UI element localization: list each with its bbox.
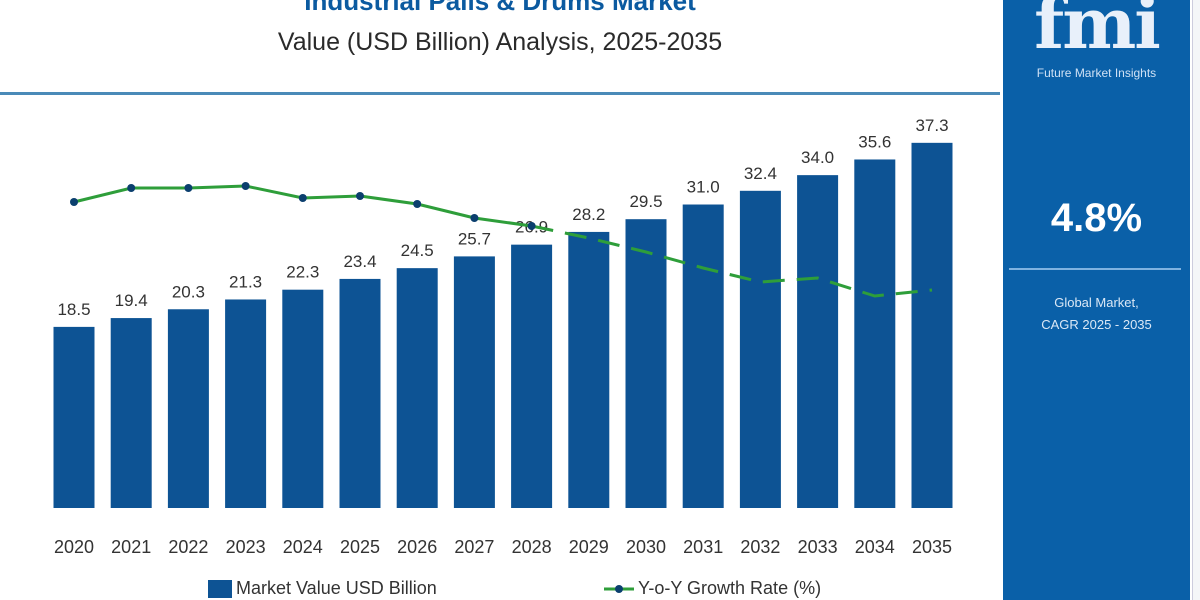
cagr-label-line1: Global Market, xyxy=(1054,295,1139,310)
x-tick-label: 2020 xyxy=(54,537,94,557)
x-tick-label: 2032 xyxy=(740,537,780,557)
cagr-panel: fmi Future Market Insights 4.8% Global M… xyxy=(1003,0,1190,600)
bar-value-label: 35.6 xyxy=(858,132,891,151)
panel-divider xyxy=(1009,268,1181,270)
chart-title: Industrial Pails & Drums Market xyxy=(304,0,696,16)
bar-value-label: 28.2 xyxy=(572,205,605,224)
bar-value-label: 24.5 xyxy=(401,241,434,260)
chart-subtitle: Value (USD Billion) Analysis, 2025-2035 xyxy=(277,28,723,56)
bar-2027 xyxy=(453,256,495,508)
bar-2031 xyxy=(682,204,724,508)
bar-value-label: 32.4 xyxy=(744,164,777,183)
x-tick-label: 2031 xyxy=(683,537,723,557)
chart-plot: 18.5 2020 19.4 2021 20.3 2022 21.3 2023 22.3 2024… xyxy=(53,116,953,557)
bar-value-label: 21.3 xyxy=(229,272,262,291)
legend-item-growth: Y-o-Y Growth Rate (%) xyxy=(604,578,821,599)
growth-point-2025 xyxy=(356,192,364,200)
x-tick-label: 2035 xyxy=(912,537,952,557)
x-tick-label: 2033 xyxy=(798,537,838,557)
x-tick-label: 2021 xyxy=(111,537,151,557)
bar-2033 xyxy=(797,175,839,508)
x-tick-label: 2026 xyxy=(397,537,437,557)
growth-line-dashed xyxy=(531,224,933,298)
bar-value-label: 18.5 xyxy=(57,300,90,319)
x-tick-label: 2025 xyxy=(340,537,380,557)
x-tick-label: 2027 xyxy=(454,537,494,557)
growth-point-2020 xyxy=(70,198,78,206)
x-tick-label: 2028 xyxy=(512,537,552,557)
bar-2034 xyxy=(854,159,896,508)
brand-name: Future Market Insights xyxy=(1036,66,1157,80)
cagr-label-line2: CAGR 2025 - 2035 xyxy=(1041,317,1152,332)
x-tick-label: 2022 xyxy=(168,537,208,557)
x-tick-label: 2030 xyxy=(626,537,666,557)
x-tick-label: 2034 xyxy=(855,537,895,557)
bar-value-label: 20.3 xyxy=(172,282,205,301)
bar-2029 xyxy=(568,231,610,508)
bar-value-label: 19.4 xyxy=(115,291,148,310)
legend-label: Market Value USD Billion xyxy=(236,578,437,598)
bar-2023 xyxy=(225,299,267,508)
growth-point-2023 xyxy=(241,182,250,190)
legend-item-market-value: Market Value USD Billion xyxy=(208,578,437,599)
bar-2020 xyxy=(53,326,95,508)
bar-2028 xyxy=(511,244,553,509)
growth-point-2027 xyxy=(470,214,479,222)
bar-value-label: 34.0 xyxy=(801,148,834,167)
x-tick-label: 2029 xyxy=(569,537,609,557)
bar-2024 xyxy=(282,289,324,508)
cagr-label: Global Market, CAGR 2025 - 2035 xyxy=(1003,292,1190,336)
growth-point-2021 xyxy=(127,184,136,192)
bar-2021 xyxy=(110,318,152,508)
bar-value-label: 29.5 xyxy=(629,192,662,211)
bar-2030 xyxy=(625,219,667,508)
legend-label: Y-o-Y Growth Rate (%) xyxy=(638,578,822,598)
legend-bar-swatch xyxy=(208,579,232,598)
fmi-logo: fmi xyxy=(1034,0,1161,65)
x-tick-label: 2024 xyxy=(283,537,323,557)
growth-point-2022 xyxy=(184,184,193,192)
growth-point-2024 xyxy=(298,194,307,202)
growth-point-2026 xyxy=(413,200,422,208)
bar-value-label: 25.7 xyxy=(458,229,491,248)
x-tick-label: 2023 xyxy=(226,537,266,557)
bar-2032 xyxy=(739,190,781,508)
legend-line-swatch xyxy=(604,584,634,593)
bar-2035 xyxy=(911,142,953,508)
bar-value-label: 22.3 xyxy=(286,263,319,282)
bar-value-label: 23.4 xyxy=(343,252,376,271)
bar-2022 xyxy=(167,309,209,508)
bar-value-label: 31.0 xyxy=(687,178,720,197)
bar-2025 xyxy=(339,278,381,508)
growth-point-2028 xyxy=(527,222,536,230)
growth-line-solid xyxy=(73,184,532,228)
title-divider xyxy=(0,92,1000,95)
cagr-value: 4.8% xyxy=(1050,196,1143,240)
bar-2026 xyxy=(396,268,438,508)
right-edge xyxy=(1192,0,1200,600)
bar-value-label: 37.3 xyxy=(915,116,948,135)
